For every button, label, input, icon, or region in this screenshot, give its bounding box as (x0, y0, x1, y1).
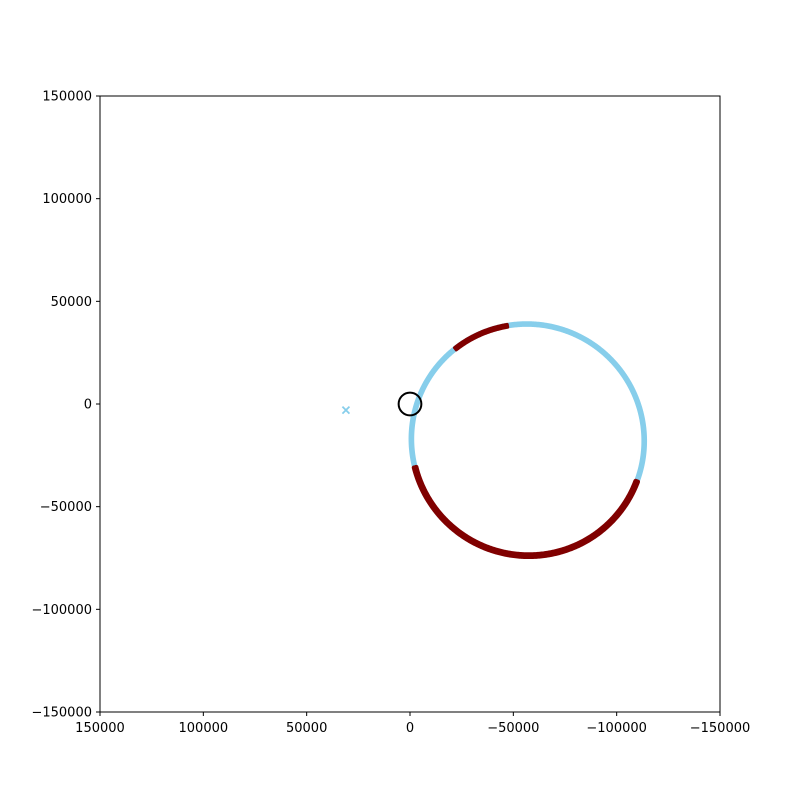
x-tick-label: 50000 (286, 721, 327, 736)
y-tick-label: 50000 (51, 295, 92, 310)
start-marker (341, 406, 351, 415)
y-tick-label: −150000 (31, 706, 92, 721)
x-tick-label: 150000 (75, 721, 125, 736)
plot-area (341, 321, 648, 560)
x-tick-label: −150000 (690, 721, 751, 736)
x-tick-label: 0 (406, 721, 414, 736)
axes: 150000 100000 50000 0 −50000 −100000 −15000015… (31, 90, 750, 737)
start-marker-stroke-2 (341, 406, 351, 415)
axes-frame (99, 95, 721, 713)
highlight-trace-1 (413, 465, 639, 558)
y-tick-label: 150000 (42, 90, 92, 105)
x-tick-label: −100000 (586, 721, 647, 736)
highlight-segment-0 (453, 322, 510, 352)
x-tick-label: −50000 (487, 721, 539, 736)
highlight-trace-2 (411, 465, 641, 560)
y-tick-label: 100000 (42, 192, 92, 207)
x-tick-label: 100000 (179, 721, 229, 736)
y-tick-label: −100000 (31, 603, 92, 618)
y-tick-label: 0 (84, 398, 92, 413)
highlight-segment-1 (411, 464, 641, 560)
highlight-trace-2 (453, 322, 509, 350)
central-body-circle (397, 391, 423, 417)
y-tick-label: −50000 (40, 500, 92, 515)
highlight-trace-0 (414, 464, 638, 557)
